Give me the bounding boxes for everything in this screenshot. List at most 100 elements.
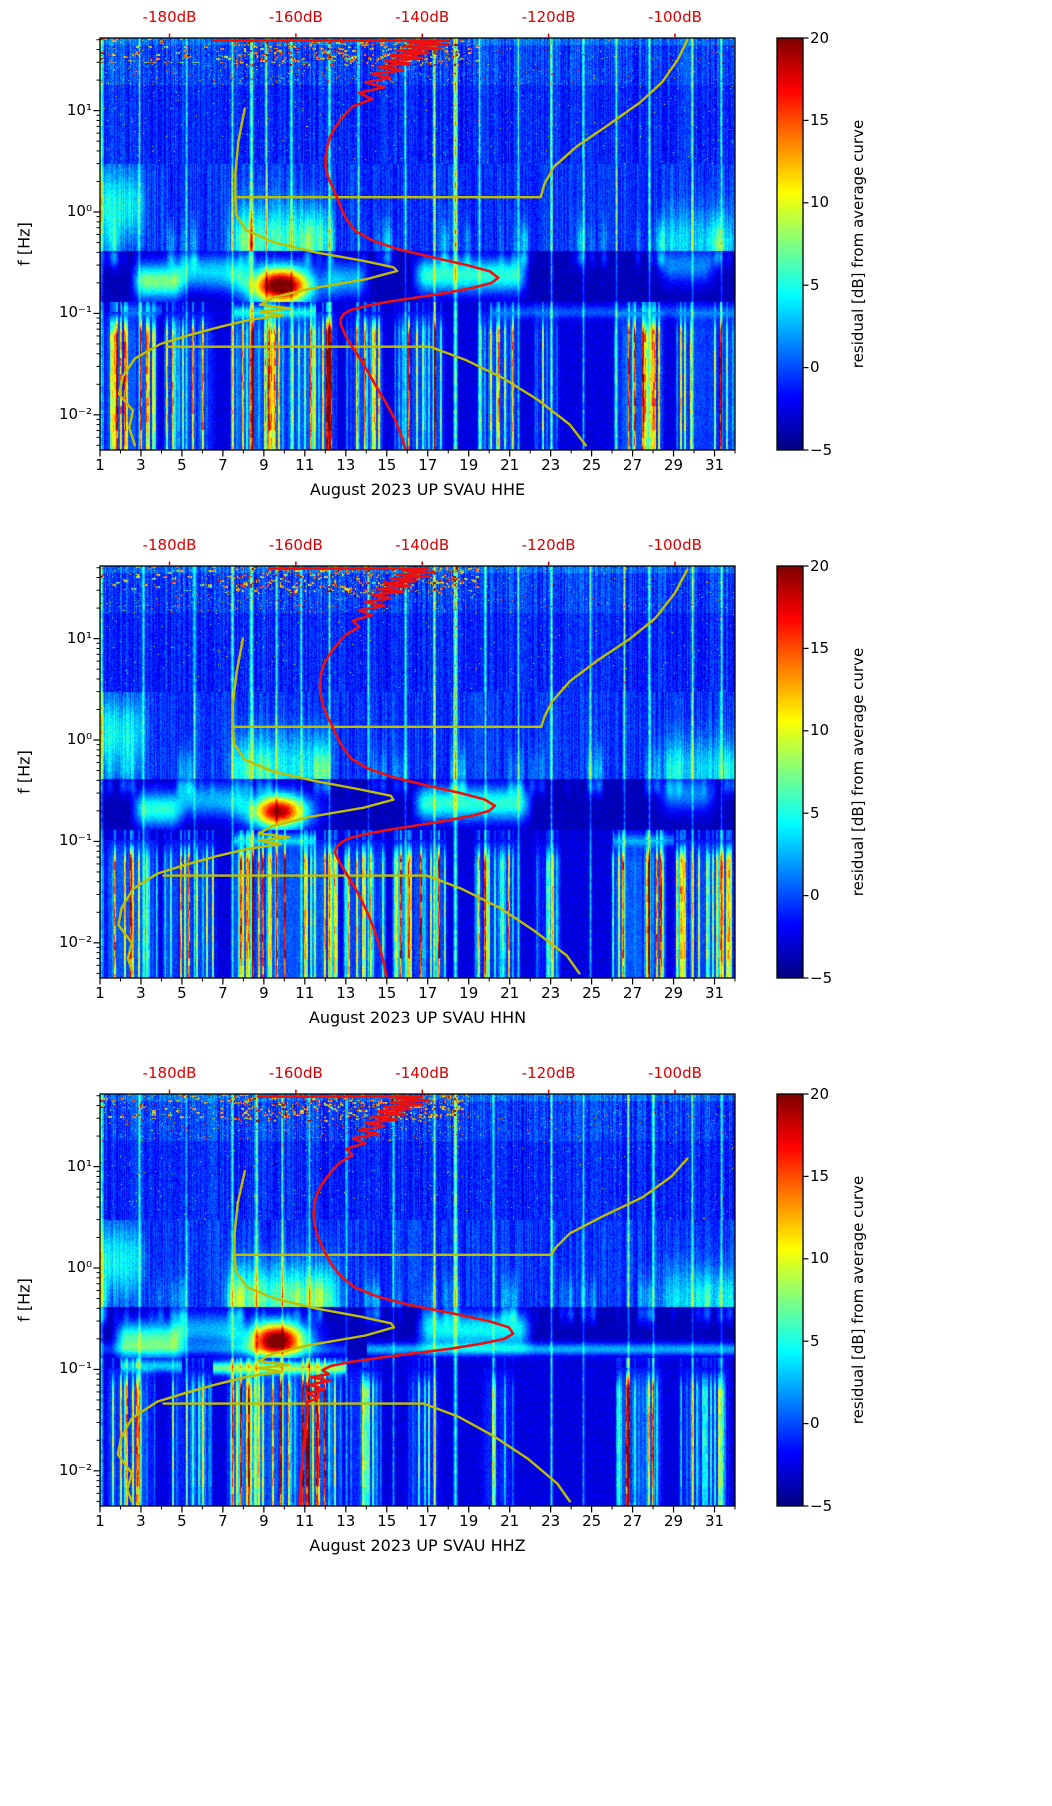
colorbar-tick-label: 15 — [810, 638, 830, 657]
x-tick-label: 13 — [336, 984, 356, 1002]
x-tick-label: 23 — [541, 456, 561, 474]
x-axis-label: August 2023 UP SVAU HHE — [309, 480, 526, 499]
top-axis-tick-label: -180dB — [142, 1064, 197, 1082]
x-tick-label: 25 — [582, 456, 602, 474]
y-tick-label: 10¹ — [66, 100, 92, 119]
x-tick-label: 27 — [623, 456, 643, 474]
top-axis-tick-label: -140dB — [395, 8, 450, 26]
x-tick-label: 19 — [459, 1512, 479, 1530]
x-tick-label: 29 — [664, 456, 684, 474]
x-tick-label: 13 — [336, 1512, 356, 1530]
colorbar-gradient — [777, 566, 803, 978]
top-axis-tick-label: -140dB — [395, 1064, 450, 1082]
y-axis-label: f [Hz] — [14, 1278, 34, 1322]
colorbar-tick-label: 5 — [810, 1331, 820, 1350]
top-axis-tick-label: -120dB — [521, 1064, 576, 1082]
x-tick-label: 23 — [541, 1512, 561, 1530]
x-tick-label: 19 — [459, 984, 479, 1002]
colorbar-gradient — [777, 1094, 803, 1506]
spectrogram-heatmap — [100, 38, 735, 450]
y-axis-label: f [Hz] — [14, 222, 34, 266]
x-tick-label: 5 — [177, 984, 187, 1002]
spectrogram-panel-hhz: -180dB -160dB -140dB -120dB -100dB 1 3 5 7 9 11 13 1… — [0, 1056, 1052, 1584]
x-tick-label: 27 — [623, 1512, 643, 1530]
x-tick-label: 21 — [500, 456, 520, 474]
colorbar-tick-label: −5 — [810, 1496, 833, 1515]
colorbar-tick-label: 20 — [810, 556, 830, 575]
x-tick-label: 13 — [336, 456, 356, 474]
x-tick-label: 17 — [418, 984, 438, 1002]
x-tick-label: 9 — [259, 456, 269, 474]
colorbar-tick-label: 20 — [810, 1084, 830, 1103]
colorbar-tick-label: −5 — [810, 968, 833, 987]
y-tick-label: 10¹ — [66, 628, 92, 647]
spectrogram-panel-hhn: -180dB -160dB -140dB -120dB -100dB 1 3 5 7 9 11 13 1… — [0, 528, 1052, 1056]
top-axis-tick-label: -180dB — [142, 8, 197, 26]
y-tick-label: 10⁰ — [66, 1258, 92, 1277]
colorbar-tick-label: 10 — [810, 193, 830, 212]
x-tick-label: 17 — [418, 1512, 438, 1530]
x-tick-label: 7 — [218, 456, 228, 474]
colorbar-tick-label: 10 — [810, 721, 830, 740]
x-tick-label: 21 — [500, 1512, 520, 1530]
x-tick-label: 9 — [259, 1512, 269, 1530]
y-tick-label: 10⁻¹ — [58, 303, 92, 322]
x-tick-label: 31 — [704, 984, 725, 1002]
x-tick-label: 3 — [136, 456, 146, 474]
x-tick-label: 23 — [541, 984, 561, 1002]
x-tick-label: 11 — [295, 984, 315, 1002]
top-axis-tick-label: -100dB — [648, 1064, 702, 1082]
y-tick-label: 10⁻¹ — [58, 1359, 92, 1378]
x-tick-label: 29 — [664, 1512, 684, 1530]
colorbar-gradient — [777, 38, 803, 450]
x-tick-label: 7 — [218, 1512, 228, 1530]
spectrogram-panel-hhe: -180dB -160dB -140dB -120dB -100dB 1 3 5 7 9 11 13 1… — [0, 0, 1052, 528]
x-tick-label: 15 — [377, 456, 397, 474]
x-tick-label: 15 — [377, 1512, 397, 1530]
top-axis-tick-label: -160dB — [268, 8, 323, 26]
x-axis-label: August 2023 UP SVAU HHZ — [309, 1536, 526, 1555]
y-tick-label: 10⁰ — [66, 730, 92, 749]
x-tick-label: 9 — [259, 984, 269, 1002]
y-tick-label: 10¹ — [66, 1156, 92, 1175]
y-tick-label: 10⁻¹ — [58, 831, 92, 850]
x-tick-label: 1 — [95, 984, 105, 1002]
colorbar-tick-label: 15 — [810, 1166, 830, 1185]
x-tick-label: 17 — [418, 456, 438, 474]
y-tick-label: 10⁻² — [58, 404, 92, 423]
colorbar-tick-label: 0 — [810, 886, 820, 905]
colorbar-label: residual [dB] from average curve — [849, 647, 867, 897]
x-tick-label: 7 — [218, 984, 228, 1002]
colorbar-tick-label: 5 — [810, 275, 820, 294]
x-tick-label: 19 — [459, 456, 479, 474]
top-axis-tick-label: -160dB — [268, 536, 323, 554]
x-tick-label: 21 — [500, 984, 520, 1002]
y-axis-label: f [Hz] — [14, 750, 34, 794]
x-tick-label: 29 — [664, 984, 684, 1002]
x-axis-label: August 2023 UP SVAU HHN — [308, 1008, 527, 1027]
colorbar-tick-label: 0 — [810, 358, 820, 377]
top-axis-tick-label: -120dB — [521, 8, 576, 26]
x-tick-label: 11 — [295, 456, 315, 474]
x-tick-label: 25 — [582, 1512, 602, 1530]
top-axis-tick-label: -100dB — [648, 8, 702, 26]
top-axis-tick-label: -180dB — [142, 536, 197, 554]
x-tick-label: 5 — [177, 456, 187, 474]
colorbar-label: residual [dB] from average curve — [849, 1175, 867, 1425]
colorbar-tick-label: 10 — [810, 1249, 830, 1268]
x-tick-label: 1 — [95, 1512, 105, 1530]
x-tick-label: 11 — [295, 1512, 315, 1530]
x-tick-label: 1 — [95, 456, 105, 474]
x-tick-label: 5 — [177, 1512, 187, 1530]
colorbar-tick-label: 15 — [810, 110, 830, 129]
colorbar-tick-label: 20 — [810, 28, 830, 47]
x-tick-label: 31 — [704, 456, 725, 474]
colorbar-tick-label: 0 — [810, 1414, 820, 1433]
top-axis-tick-label: -140dB — [395, 536, 450, 554]
x-tick-label: 25 — [582, 984, 602, 1002]
top-axis-tick-label: -120dB — [521, 536, 576, 554]
spectrogram-heatmap — [100, 1094, 735, 1506]
spectrogram-heatmap — [100, 566, 735, 978]
colorbar-label: residual [dB] from average curve — [849, 119, 867, 369]
